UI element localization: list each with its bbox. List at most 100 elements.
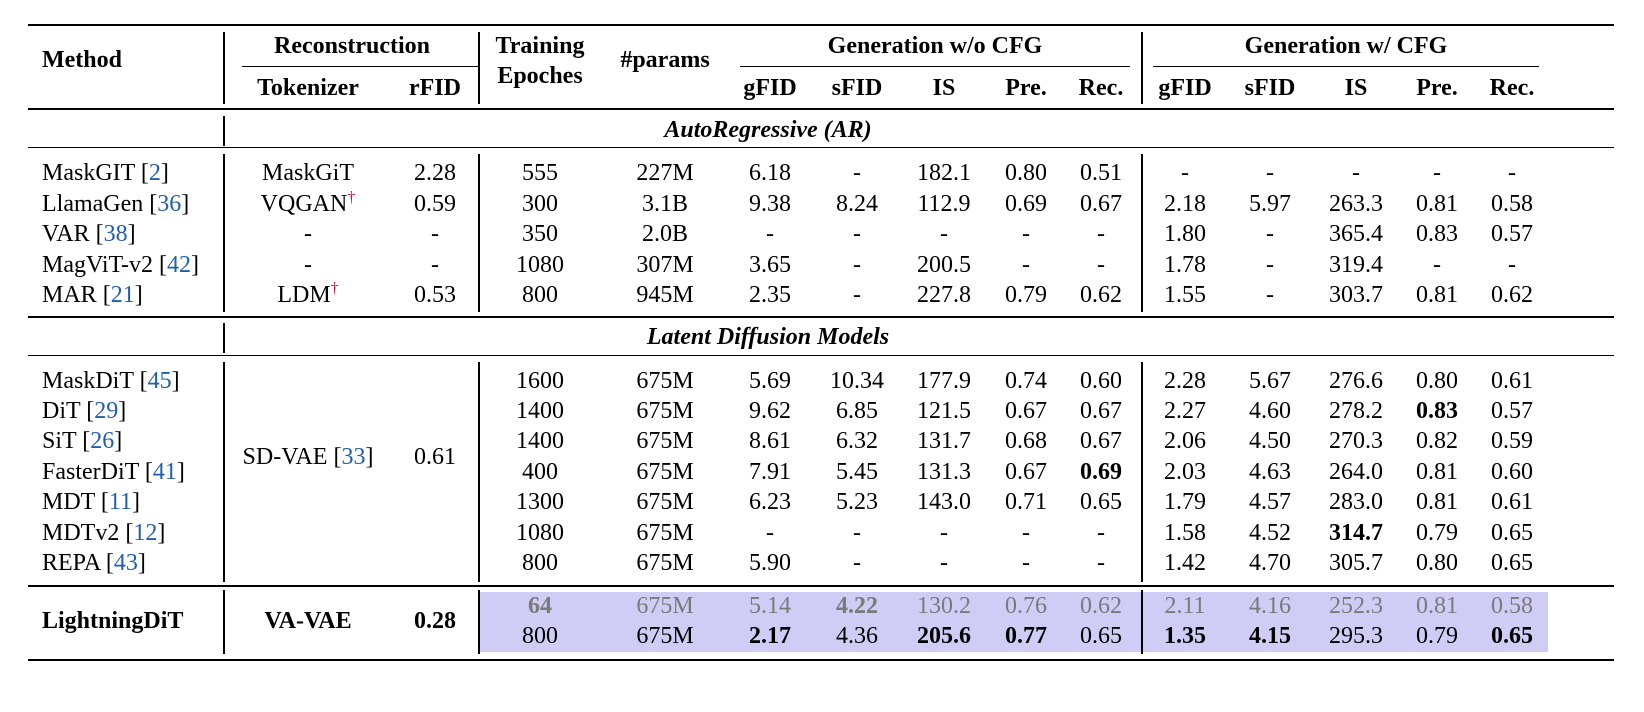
metric-wo-pre: 0.74: [1005, 368, 1047, 394]
params-cell: 675M: [636, 428, 694, 454]
method-label: MaskDiT: [42, 368, 134, 394]
metric-wo-sfid: -: [853, 252, 861, 278]
metric-wo-sfid: 6.85: [836, 398, 878, 424]
metric-w-sfid: 4.70: [1249, 550, 1291, 576]
metric-w-pre: 0.83: [1416, 221, 1458, 247]
metric-wo-gfid: 5.69: [749, 368, 791, 394]
metric-w-is: 305.7: [1329, 550, 1383, 576]
ours-metric-w-is: 295.3: [1329, 623, 1383, 649]
citation-link[interactable]: 29: [94, 398, 119, 424]
recon-underline: [242, 66, 478, 67]
citation-link[interactable]: 38: [103, 221, 128, 247]
metric-w-sfid: 4.57: [1249, 489, 1291, 515]
method-name: FasterDiT [41]: [42, 459, 185, 485]
vrule-gen-header: [1141, 32, 1143, 104]
metric-wo-sfid: 6.32: [836, 428, 878, 454]
metric-wo-pre: -: [1022, 252, 1030, 278]
metric-wo-rec: -: [1097, 221, 1105, 247]
citation-link[interactable]: 26: [90, 428, 115, 454]
citation-link[interactable]: 41: [152, 459, 177, 485]
header-w-is: IS: [1344, 75, 1368, 101]
params-cell: 675M: [636, 398, 694, 424]
metric-w-is: 276.6: [1329, 368, 1383, 394]
method-name: MDT [11]: [42, 489, 141, 515]
ours-highlight: [478, 592, 1548, 652]
method-name: MaskDiT [45]: [42, 368, 180, 394]
ours-metric-w-rec: 0.58: [1491, 593, 1533, 619]
metric-wo-rec: 0.67: [1080, 428, 1122, 454]
params-cell: 2.0B: [641, 221, 689, 247]
metric-wo-is: -: [940, 550, 948, 576]
ours-metric-w-pre: 0.81: [1416, 593, 1458, 619]
method-name: MaskGIT [2]: [42, 160, 169, 186]
params-cell: 3.1B: [641, 191, 689, 217]
metric-wo-is: -: [940, 520, 948, 546]
metric-wo-sfid: -: [853, 221, 861, 247]
method-name: LlamaGen [36]: [42, 191, 190, 217]
metric-w-is: -: [1352, 160, 1360, 186]
citation-link[interactable]: 42: [167, 252, 191, 278]
ours-method-name: LightningDiT: [42, 608, 184, 634]
header-bottom-rule: [28, 108, 1614, 110]
header-tokenizer: Tokenizer: [257, 75, 359, 101]
sd-vae-tokenizer: SD-VAE [33]: [242, 444, 374, 470]
params-cell: 227M: [636, 160, 694, 186]
metric-w-is: 264.0: [1329, 459, 1383, 485]
metric-w-sfid: 4.52: [1249, 520, 1291, 546]
metric-w-pre: 0.82: [1416, 428, 1458, 454]
citation-link[interactable]: 12: [133, 520, 158, 546]
citation-link[interactable]: 11: [108, 489, 133, 515]
ours-metric-wo-sfid: 4.22: [836, 593, 878, 619]
metric-w-rec: 0.58: [1491, 191, 1533, 217]
metric-wo-rec: 0.62: [1080, 282, 1122, 308]
tokenizer-label: -: [304, 252, 312, 278]
section-ldm-title: Latent Diffusion Models: [646, 324, 890, 350]
metric-wo-gfid: 9.38: [749, 191, 791, 217]
vrule-method-header: [223, 32, 225, 104]
ours-metric-wo-is: 130.2: [917, 593, 971, 619]
metric-wo-gfid: -: [766, 520, 774, 546]
method-name: MagViT-v2 [42]: [42, 252, 199, 278]
header-reconstruction: Reconstruction: [274, 33, 430, 59]
metric-wo-sfid: -: [853, 550, 861, 576]
metric-wo-is: 121.5: [917, 398, 971, 424]
tokenizer-label: VQGAN: [260, 191, 348, 217]
metric-wo-gfid: 3.65: [749, 252, 791, 278]
method-label: MaskGIT: [42, 160, 135, 186]
header-w-gfid: gFID: [1158, 75, 1212, 101]
metric-wo-is: 143.0: [917, 489, 971, 515]
citation-link[interactable]: 43: [113, 550, 138, 576]
citation-link[interactable]: 33: [341, 444, 366, 470]
metric-wo-gfid: 7.91: [749, 459, 791, 485]
results-table: Method Reconstruction Tokenizer rFID Tra…: [28, 24, 1614, 688]
metric-w-is: 365.4: [1329, 221, 1383, 247]
gen-wo-underline: [740, 66, 1130, 67]
method-label: REPA: [42, 550, 100, 576]
tokenizer-label: -: [304, 221, 312, 247]
ldm-section-rule: [28, 355, 1614, 356]
tokenizer-cell: VQGAN†: [261, 190, 356, 218]
metric-wo-sfid: 8.24: [836, 191, 878, 217]
method-label: FasterDiT: [42, 459, 139, 485]
citation-link[interactable]: 2: [148, 160, 161, 186]
ldm-bottom-rule: [28, 585, 1614, 587]
citation-link[interactable]: 36: [157, 191, 182, 217]
ours-metric-w-rec: 0.65: [1491, 623, 1533, 649]
citation-link[interactable]: 45: [147, 368, 172, 394]
ours-metric-wo-rec: 0.62: [1080, 593, 1122, 619]
metric-wo-sfid: -: [853, 282, 861, 308]
metric-wo-sfid: 5.45: [836, 459, 878, 485]
metric-wo-pre: 0.67: [1005, 398, 1047, 424]
rfid-cell: 2.28: [414, 160, 456, 186]
metric-wo-pre: -: [1022, 221, 1030, 247]
metric-w-sfid: 4.50: [1249, 428, 1291, 454]
metric-w-rec: 0.60: [1491, 459, 1533, 485]
rfid-cell: -: [431, 221, 439, 247]
metric-wo-rec: -: [1097, 252, 1105, 278]
citation-link[interactable]: 21: [110, 282, 135, 308]
header-wo-is: IS: [932, 75, 956, 101]
header-w-sfid: sFID: [1244, 75, 1296, 101]
metric-wo-rec: -: [1097, 520, 1105, 546]
vrule-method-ldm-body: [223, 362, 225, 582]
metric-w-gfid: 2.28: [1164, 368, 1206, 394]
